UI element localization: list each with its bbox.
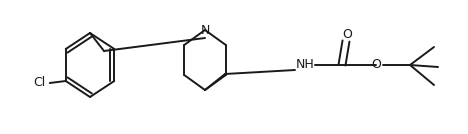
Text: O: O [371, 59, 381, 72]
Text: O: O [342, 27, 352, 40]
Text: Cl: Cl [34, 77, 46, 90]
Text: N: N [200, 23, 210, 36]
Text: NH: NH [296, 59, 314, 72]
